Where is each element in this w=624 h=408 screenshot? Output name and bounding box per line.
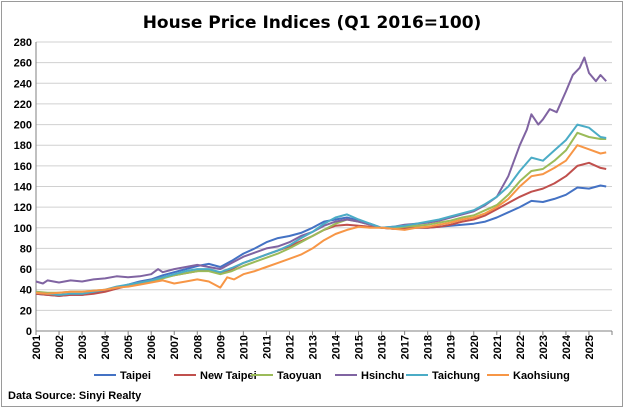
- y-tick-label: 160: [14, 161, 32, 173]
- x-tick-label: 2016: [377, 335, 389, 359]
- y-tick-label: 240: [14, 78, 32, 90]
- y-axis: 0 20 40 60 80 100 120 140 160 180 200 220 240 260 280: [14, 37, 37, 338]
- y-tick-label: 80: [20, 243, 32, 255]
- y-tick-label: 180: [14, 140, 32, 152]
- y-tick-label: 120: [14, 202, 32, 214]
- chart-title: House Price Indices (Q1 2016=100): [143, 13, 482, 33]
- series-line-hsinchu: [35, 56, 607, 285]
- data-source-note: Data Source: Sinyi Realty: [8, 390, 142, 402]
- legend-label: New Taipei: [200, 370, 257, 382]
- legend-label: Taipei: [120, 370, 151, 382]
- x-tick-label: 2002: [54, 335, 66, 359]
- y-tick-label: 280: [14, 37, 32, 49]
- y-tick-label: 20: [20, 305, 32, 317]
- legend-label: Taoyuan: [277, 370, 322, 382]
- x-tick-label: 2018: [423, 335, 435, 359]
- x-tick-label: 2010: [238, 335, 250, 359]
- x-tick-label: 2009: [215, 335, 227, 359]
- legend-label: Hsinchu: [361, 370, 404, 382]
- series-line-taichung: [35, 123, 607, 296]
- x-tick-label: 2014: [331, 334, 343, 359]
- x-tick-label: 2023: [538, 335, 550, 359]
- x-tick-label: 2017: [400, 335, 412, 359]
- legend: Taipei New Taipei Taoyuan Hsinchu Taichung Ka…: [94, 370, 570, 382]
- y-tick-label: 0: [26, 326, 32, 338]
- x-tick-label: 2003: [77, 335, 89, 359]
- x-tick-label: 2011: [261, 335, 273, 359]
- y-tick-label: 100: [14, 223, 32, 235]
- x-tick-label: 2020: [469, 335, 481, 359]
- x-tick-label: 2015: [354, 335, 366, 359]
- x-tick-label: 2025: [584, 335, 596, 359]
- series-lines: [35, 56, 607, 297]
- y-tick-label: 220: [14, 99, 32, 111]
- x-tick-label: 2005: [123, 335, 135, 359]
- y-tick-label: 140: [14, 182, 32, 194]
- x-tick-label: 2008: [192, 335, 204, 359]
- gridlines: [36, 41, 612, 332]
- x-tick-label: 2004: [100, 334, 112, 359]
- y-tick-label: 60: [20, 264, 32, 276]
- x-tick-label: 2013: [307, 335, 319, 359]
- series-line-taipei: [35, 184, 607, 297]
- x-tick-label: 2021: [492, 335, 504, 359]
- x-tick-label: 2019: [446, 335, 458, 359]
- y-tick-label: 40: [20, 285, 32, 297]
- x-tick-label: 2006: [146, 335, 158, 359]
- x-tick-label: 2012: [284, 335, 296, 359]
- y-tick-label: 260: [14, 58, 32, 70]
- x-axis: 2001 2002 2003 2004 2005 2006 2007 2008 2009 2010…: [31, 330, 613, 359]
- legend-label: Kaohsiung: [513, 370, 570, 382]
- legend-label: Taichung: [432, 370, 480, 382]
- x-tick-label: 2024: [561, 334, 573, 359]
- x-tick-label: 2022: [515, 335, 527, 359]
- x-tick-label: 2001: [31, 335, 43, 359]
- y-tick-label: 200: [14, 120, 32, 132]
- x-tick-label: 2007: [169, 335, 181, 359]
- series-line-kaohsiung: [35, 144, 607, 295]
